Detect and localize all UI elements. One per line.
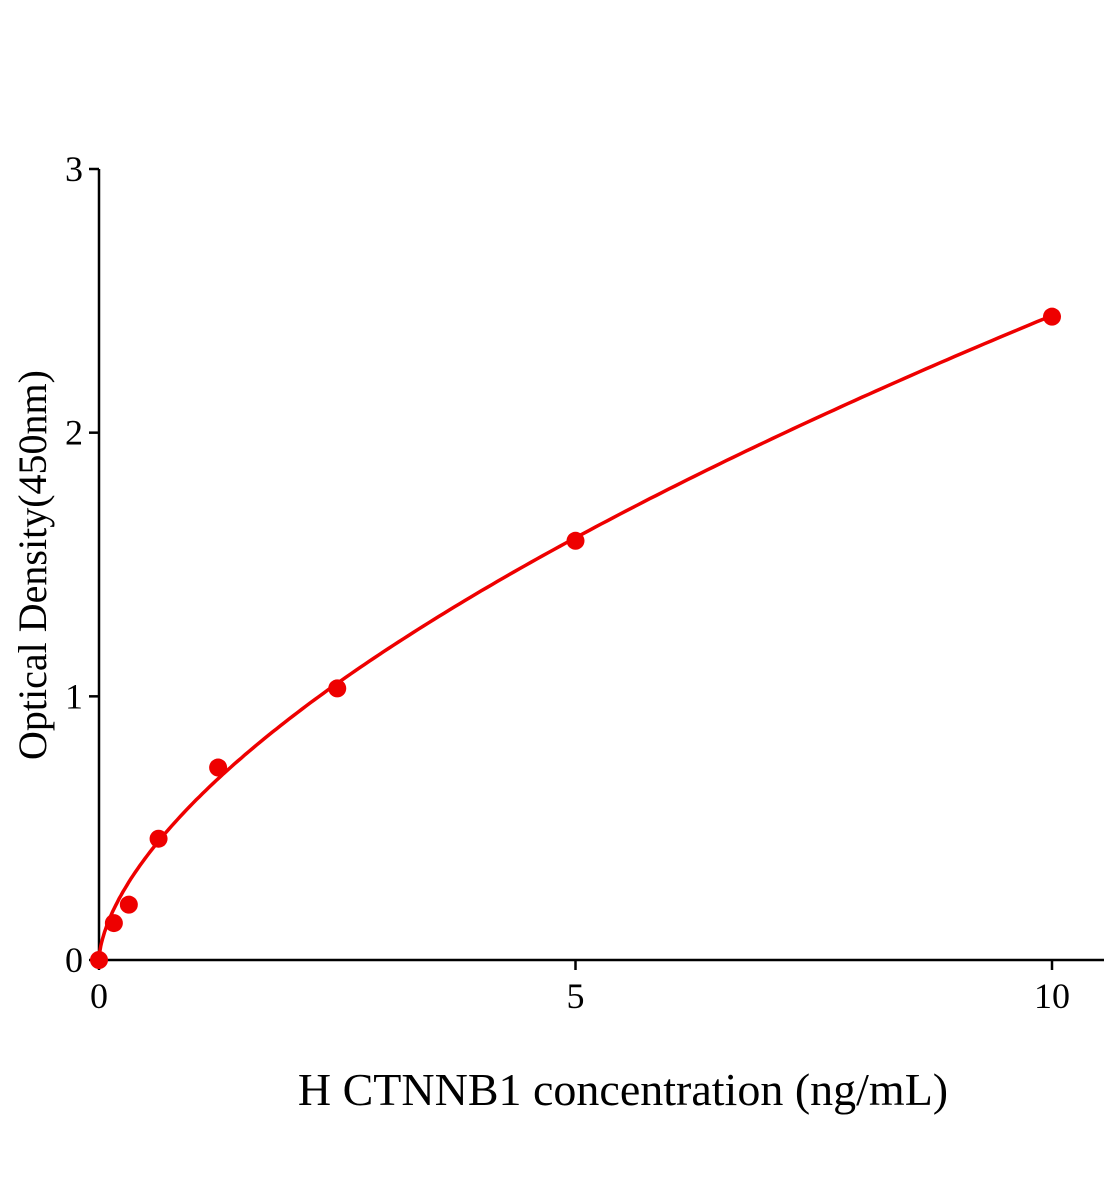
x-tick-label: 5 bbox=[567, 976, 585, 1016]
data-point bbox=[149, 829, 168, 848]
data-point bbox=[119, 895, 138, 914]
data-point bbox=[566, 531, 585, 550]
x-tick-label: 0 bbox=[90, 976, 108, 1016]
fit-curve bbox=[97, 313, 1053, 961]
data-point bbox=[1043, 307, 1061, 326]
y-tick-label: 3 bbox=[65, 149, 83, 189]
y-axis-label: Optical Density(450nm) bbox=[10, 370, 55, 760]
data-point bbox=[90, 951, 108, 969]
data-points bbox=[90, 307, 1061, 969]
fit-curve-path bbox=[97, 313, 1053, 961]
x-tick-label: 10 bbox=[1034, 976, 1070, 1016]
y-tick-label: 2 bbox=[65, 413, 83, 453]
y-tick-label: 0 bbox=[65, 940, 83, 980]
data-point bbox=[104, 914, 123, 933]
axes: 0 1 2 3 0 5 10 bbox=[65, 149, 1104, 1016]
y-tick-label: 1 bbox=[65, 676, 83, 716]
x-axis-label: H CTNNB1 concentration (ng/mL) bbox=[298, 1064, 948, 1115]
data-point bbox=[328, 679, 347, 698]
data-point bbox=[209, 758, 228, 777]
